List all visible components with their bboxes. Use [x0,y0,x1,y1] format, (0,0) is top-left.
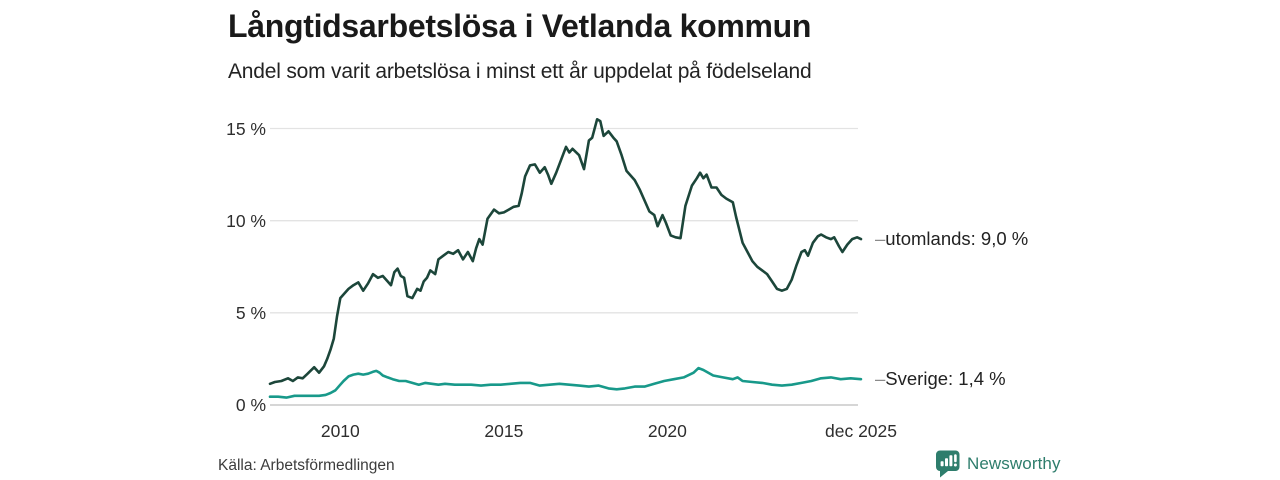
y-axis-label-5: 5 % [235,302,266,323]
x-axis-label-2015: 2015 [484,421,524,441]
newsworthy-branding: Newsworthy [936,450,1061,478]
x-axis-label-dec-2025: dec 2025 [825,421,898,441]
x-axis-label-2010: 2010 [320,421,360,441]
series-label-sverige-text: Sverige: 1,4 % [885,367,1006,389]
y-axis-label-0: 0 % [235,395,266,415]
series-label-sverige: –Sverige: 1,4 % [875,368,1006,390]
x-axis-label-2020: 2020 [647,421,687,441]
utomlands-line [268,118,863,386]
y-axis-label-10: 10 % [226,210,266,231]
label-connector-dash: – [875,227,886,249]
chart-subtitle: Andel som varit arbetslösa i minst ett å… [228,60,812,83]
source-note: Källa: Arbetsförmedlingen [218,457,395,474]
series-label-utomlands: –utomlands: 9,0 % [875,228,1028,250]
newsworthy-logo-icon [936,450,960,478]
series-label-utomlands-text: utomlands: 9,0 % [885,227,1029,249]
y-axis-label-15: 15 % [226,118,266,139]
newsworthy-wordmark: Newsworthy [967,454,1061,473]
label-connector-dash: – [875,367,886,389]
Sverige-line [268,366,863,399]
page-title: Långtidsarbetslösa i Vetlanda kommun [228,8,812,44]
